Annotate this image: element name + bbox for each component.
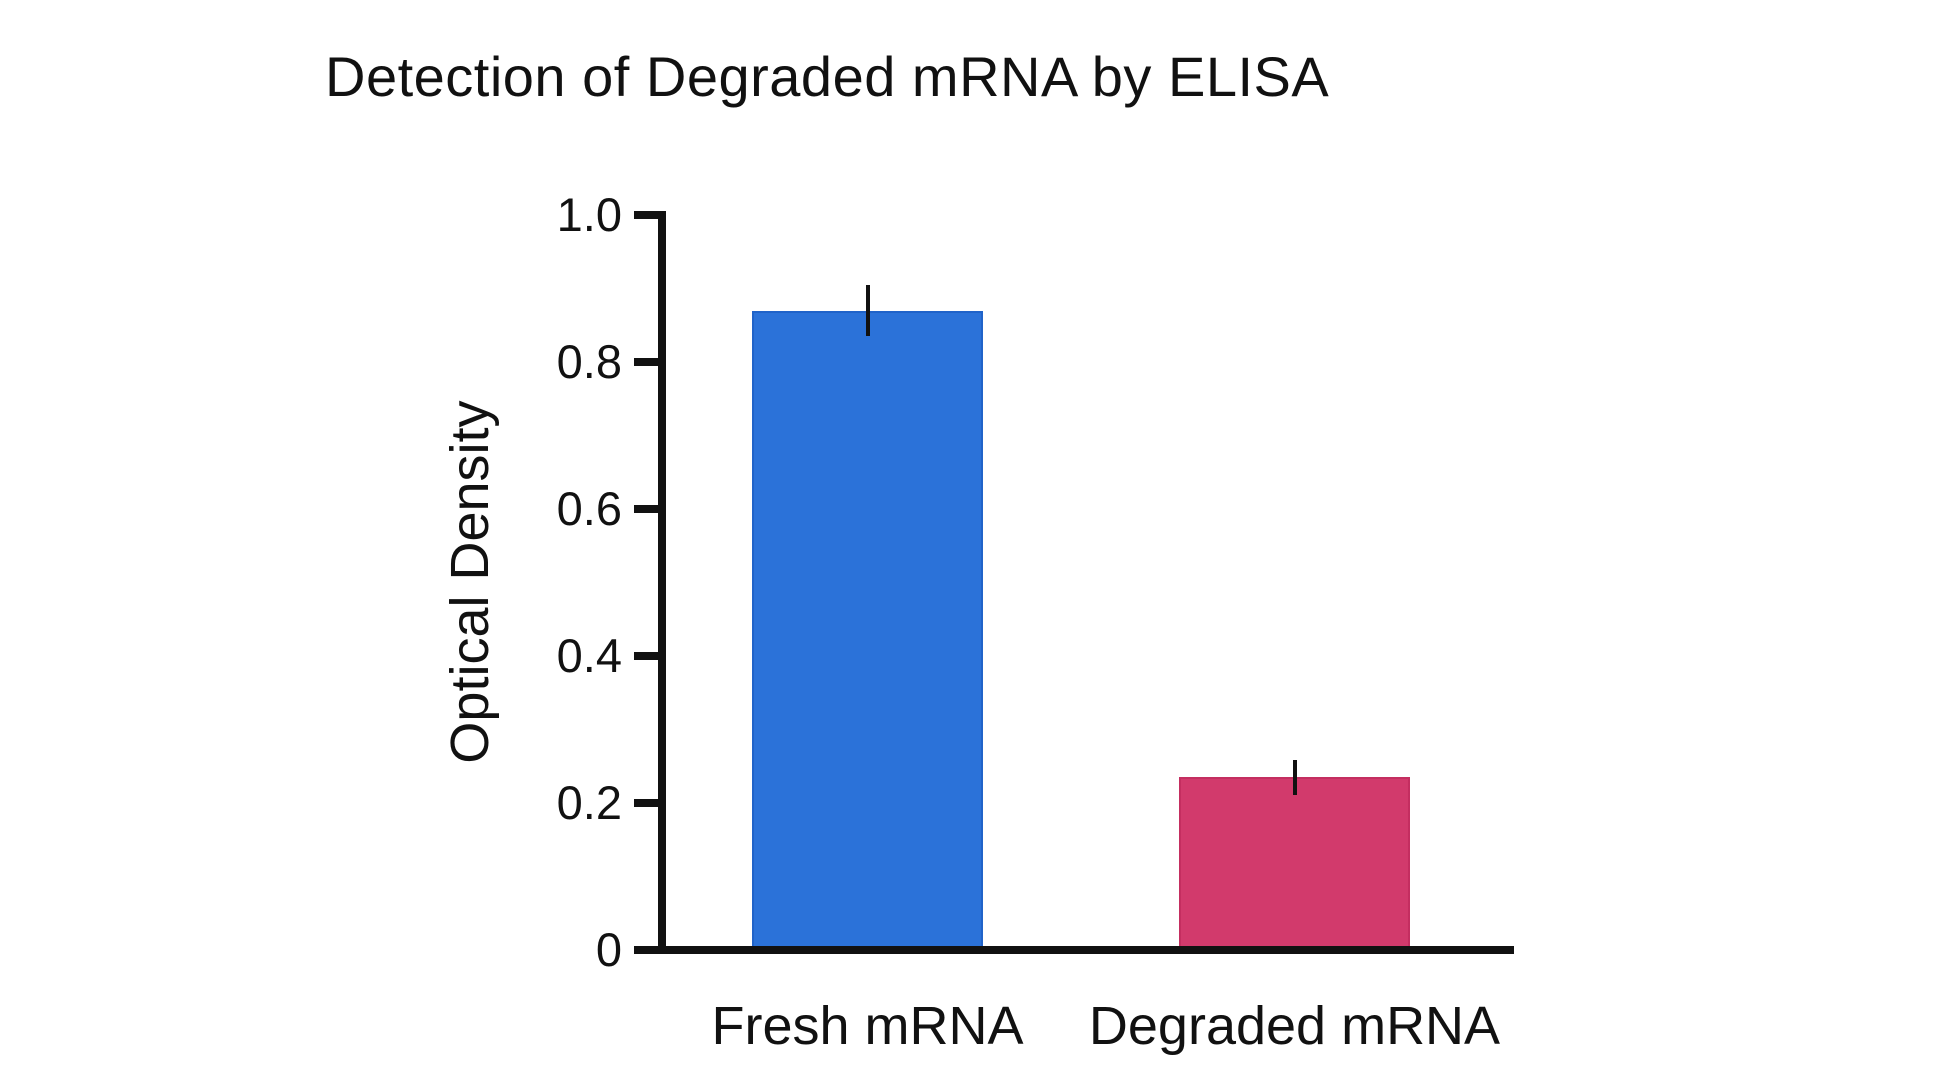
y-tick-mark [634,946,662,954]
y-tick-mark [634,799,662,807]
y-tick-label: 0.4 [556,629,622,682]
y-tick-mark [634,652,662,660]
y-tick-label: 0.6 [556,482,622,535]
plot-area: 1.0 0.8 0.6 0.4 0.2 0 Fresh mRNA Degraded mRNA [557,188,1514,1056]
y-tick-mark [634,505,662,513]
y-tick-label: 1.0 [556,188,622,241]
x-axis-line [654,946,1514,954]
chart-title: Detection of Degraded mRNA by ELISA [325,45,1330,108]
bar-degraded-mrna [1179,777,1410,950]
y-axis-line [658,211,666,954]
bar-fresh-mrna [752,310,983,950]
y-tick-label: 0.2 [556,776,622,829]
x-category-label-fresh-mrna: Fresh mRNA [711,996,1024,1056]
error-bar-degraded-mrna [1292,759,1297,795]
y-tick-mark [634,211,662,219]
y-tick-label: 0.8 [556,335,622,388]
y-tick-label: 0 [595,923,622,976]
y-tick-mark [634,358,662,366]
error-bar-fresh-mrna [865,284,870,337]
x-category-label-degraded-mrna: Degraded mRNA [1088,996,1501,1056]
